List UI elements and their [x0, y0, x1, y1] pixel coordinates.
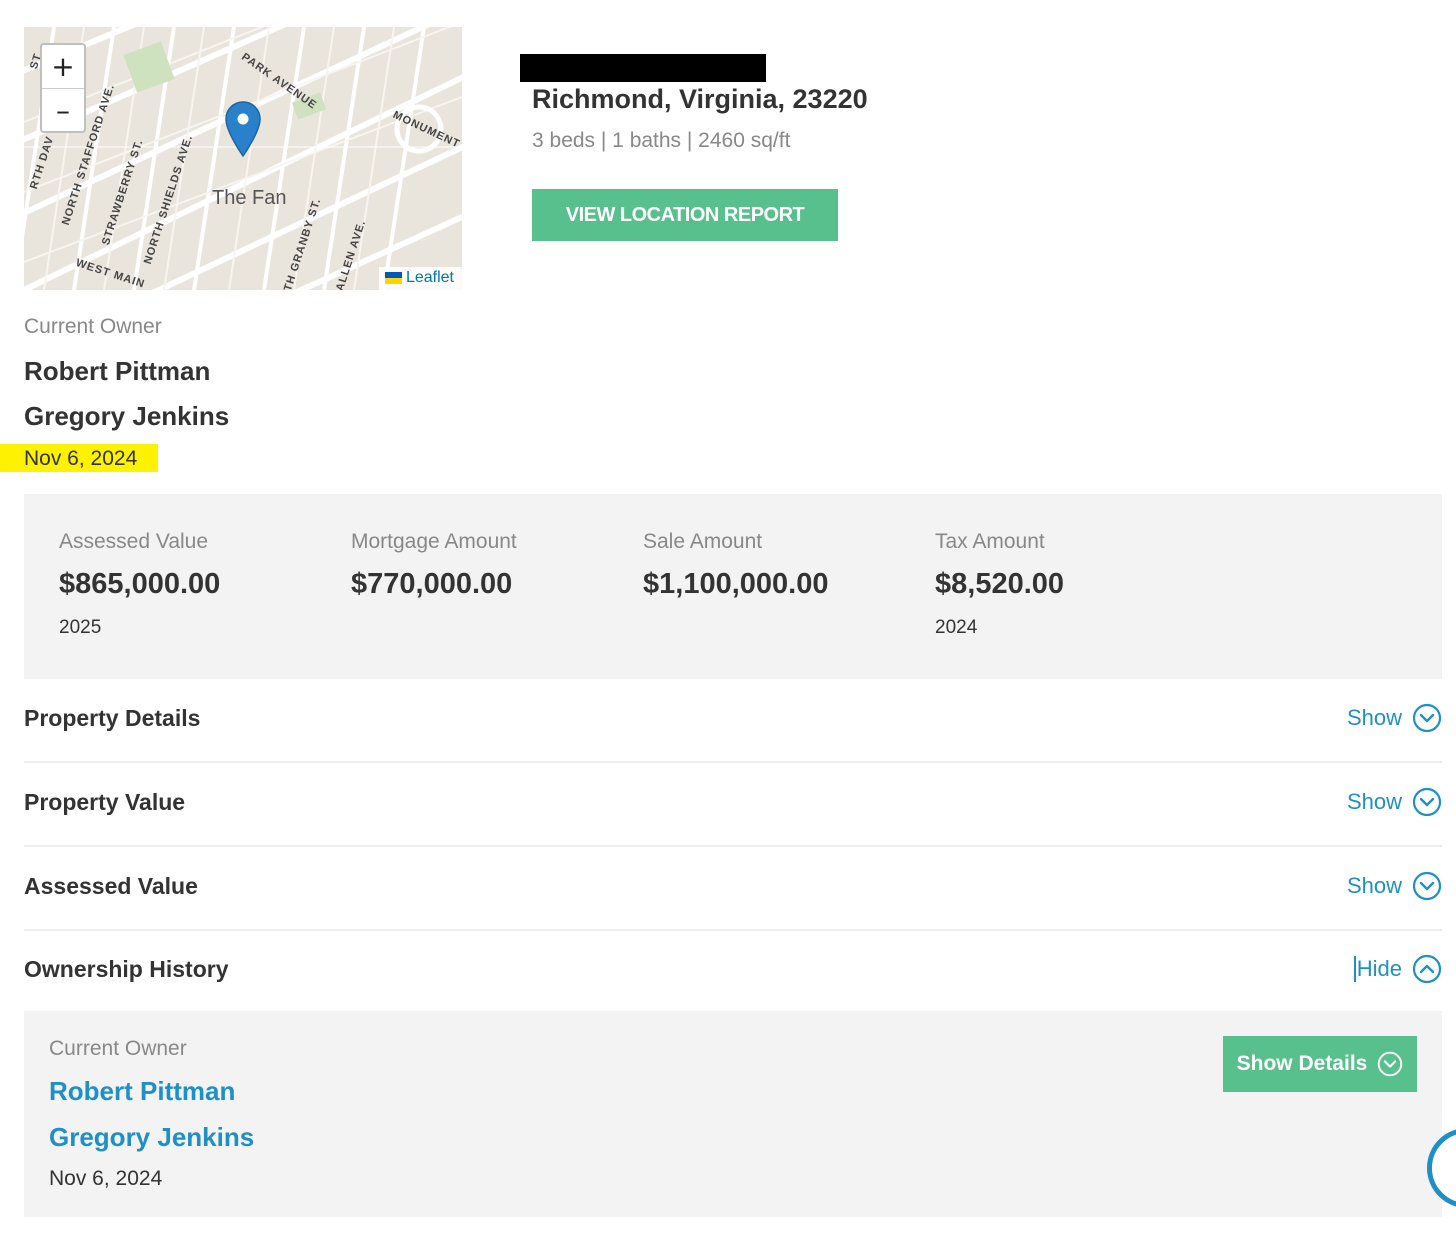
- section-assessed-value: Assessed Value Show: [24, 849, 1442, 931]
- values-panel: Assessed Value $865,000.00 2025 Mortgage…: [24, 494, 1442, 679]
- chevron-down-circle-icon[interactable]: [1412, 871, 1442, 901]
- value-card-mortgage: Mortgage Amount $770,000.00: [351, 530, 517, 617]
- show-details-button[interactable]: Show Details: [1223, 1036, 1417, 1092]
- value-amount: $8,520.00: [935, 568, 1065, 600]
- property-address: Richmond, Virginia, 23220: [532, 84, 868, 114]
- section-property-value: Property Value Show: [24, 765, 1442, 847]
- value-year: 2024: [935, 617, 978, 638]
- value-label: Tax Amount: [935, 530, 1045, 553]
- current-owner-label: Current Owner: [24, 315, 162, 338]
- show-details-label[interactable]: Show Details: [1236, 1052, 1368, 1075]
- show-toggle[interactable]: Show: [1347, 871, 1442, 901]
- section-title: Assessed Value: [24, 873, 198, 899]
- value-amount: $770,000.00: [351, 568, 513, 600]
- section-title: Ownership History: [24, 956, 229, 982]
- toggle-label[interactable]: Show: [1346, 789, 1402, 814]
- map-attribution: Leaflet: [378, 267, 462, 290]
- value-card-tax: Tax Amount $8,520.00 2024: [935, 530, 1064, 639]
- leaflet-link[interactable]: Leaflet: [405, 269, 454, 286]
- map-marker-icon[interactable]: [224, 100, 262, 163]
- section-property-details: Property Details Show: [24, 681, 1442, 763]
- view-location-report-button[interactable]: VIEW LOCATION REPORT: [532, 189, 838, 241]
- owner-link[interactable]: Robert Pittman: [49, 1076, 236, 1106]
- chevron-up-circle-icon[interactable]: [1412, 954, 1442, 984]
- map-tiles: [24, 27, 462, 290]
- value-amount: $865,000.00: [59, 568, 221, 600]
- chevron-down-circle-icon[interactable]: [1412, 787, 1442, 817]
- current-owner-label: Current Owner: [49, 1037, 187, 1060]
- value-year: 2025: [59, 617, 102, 638]
- ownership-date: Nov 6, 2024: [49, 1167, 163, 1190]
- owner-name: Robert Pittman: [24, 356, 211, 386]
- hide-toggle[interactable]: Hide: [1353, 954, 1442, 984]
- section-ownership-history: Ownership History Hide: [24, 932, 1442, 1014]
- ukraine-flag-icon: [384, 272, 402, 284]
- ownership-history-panel: Current Owner Robert Pittman Gregory Jen…: [24, 1011, 1442, 1217]
- zoom-in-button[interactable]: +: [51, 50, 75, 83]
- property-specs: 3 beds | 1 baths | 2460 sq/ft: [532, 129, 791, 152]
- show-toggle[interactable]: Show: [1347, 787, 1442, 817]
- toggle-label[interactable]: Show: [1346, 873, 1402, 898]
- location-map[interactable]: PARK AVENUE NORTH STAFFORD AVE. STRAWBER…: [24, 27, 462, 290]
- show-toggle[interactable]: Show: [1347, 703, 1442, 733]
- value-amount: $1,100,000.00: [643, 568, 829, 600]
- value-label: Assessed Value: [59, 530, 209, 553]
- owner-link[interactable]: Gregory Jenkins: [49, 1122, 255, 1152]
- neighborhood-label: The Fan: [212, 187, 287, 209]
- owner-name: Gregory Jenkins: [24, 401, 230, 431]
- value-label: Sale Amount: [643, 530, 763, 553]
- section-title: Property Details: [24, 705, 201, 731]
- section-title: Property Value: [24, 789, 186, 815]
- value-label: Mortgage Amount: [351, 530, 517, 553]
- value-card-sale: Sale Amount $1,100,000.00: [643, 530, 828, 617]
- zoom-out-button[interactable]: –: [42, 88, 84, 131]
- chevron-down-circle-icon[interactable]: [1377, 1051, 1403, 1077]
- owner-date: Nov 6, 2024: [0, 444, 158, 472]
- value-card-assessed: Assessed Value $865,000.00 2025: [59, 530, 220, 639]
- chevron-down-circle-icon[interactable]: [1412, 703, 1442, 733]
- toggle-label[interactable]: Show: [1346, 705, 1402, 730]
- zoom-control: + –: [40, 43, 86, 133]
- redacted-street-address: [520, 54, 766, 82]
- toggle-label[interactable]: Hide: [1353, 956, 1402, 982]
